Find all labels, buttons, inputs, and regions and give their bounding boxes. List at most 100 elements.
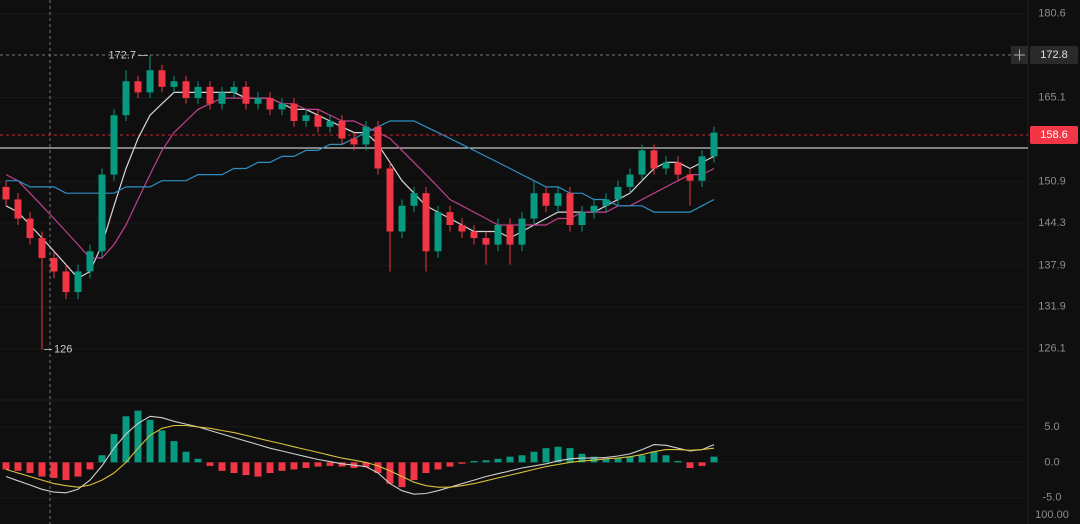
bottom-label: 100.00 [1035, 509, 1069, 521]
macd-histogram-bar [542, 448, 550, 463]
macd-histogram-bar [182, 451, 190, 463]
candle-body [398, 205, 406, 232]
macd-histogram-bar [398, 462, 406, 488]
macd-histogram-bar [638, 455, 646, 463]
candle-body [170, 81, 178, 87]
macd-histogram-bar [686, 462, 694, 469]
macd-histogram-bar [146, 419, 154, 463]
candle-body [74, 271, 82, 293]
candle-body [602, 199, 610, 206]
candle-body [482, 238, 490, 245]
candle-body [626, 174, 634, 187]
candle-body [350, 138, 358, 145]
macd-histogram-bar [530, 451, 538, 463]
candle-body [254, 98, 262, 104]
macd-histogram-bar [254, 462, 262, 477]
candle-body [26, 218, 34, 239]
moving-average [6, 120, 715, 213]
macd-histogram-bar [434, 462, 442, 470]
macd-histogram-bar [86, 462, 94, 470]
macd-histogram-bar [482, 460, 490, 463]
macd-histogram-bar [698, 462, 706, 466]
candle-body [302, 115, 310, 121]
macd-histogram-bar [50, 462, 58, 478]
macd-histogram-bar [98, 455, 106, 463]
macd-histogram-bar [14, 462, 22, 471]
candle-body [218, 92, 226, 104]
candle-body [38, 238, 46, 258]
candle-body [662, 162, 670, 169]
candle-body [362, 126, 370, 145]
macd-histogram-bar [410, 462, 418, 481]
candle-body [542, 193, 550, 206]
macd-histogram-bar [374, 462, 382, 473]
crosshair-price-box [1030, 46, 1078, 65]
max-marker-label: 172.7 [108, 49, 136, 61]
macd-histogram-bar [494, 458, 502, 463]
candle-body [122, 81, 130, 116]
candle-body [710, 132, 718, 157]
candle-body [638, 150, 646, 175]
macd-histogram-bar [662, 455, 670, 463]
candle-body [314, 115, 322, 127]
candle-body [2, 186, 10, 200]
signal-line [5, 424, 715, 488]
macd-histogram-bar [590, 456, 598, 463]
macd-histogram-bar [602, 458, 610, 463]
macd-histogram-bar [134, 410, 142, 463]
macd-histogram-bar [446, 462, 454, 467]
macd-histogram-bar [26, 462, 34, 473]
macd-line [5, 415, 715, 495]
macd-histogram-bar [314, 462, 322, 467]
candle-body [422, 193, 430, 252]
macd-histogram-bar [74, 462, 82, 477]
y-tick-label: 165.1 [1038, 91, 1066, 103]
macd-histogram-bar [242, 462, 250, 476]
macd-histogram-bar [194, 458, 202, 463]
candle-body [98, 174, 106, 252]
y-tick-label: 150.9 [1038, 175, 1066, 187]
candle-body [518, 218, 526, 245]
min-marker-label: 126 [54, 343, 72, 355]
macd-histogram-bar [458, 462, 466, 464]
candle-body [338, 120, 346, 139]
candle-body [434, 212, 442, 252]
y-tick-label: 137.9 [1038, 259, 1066, 271]
candle-body [614, 186, 622, 200]
macd-histogram-bar [506, 456, 514, 463]
macd-histogram-bar [326, 462, 334, 466]
macd-histogram-bar [386, 462, 394, 484]
macd-histogram-bar [2, 462, 10, 470]
macd-histogram-bar [614, 458, 622, 463]
candle-body [686, 174, 694, 181]
y-tick-label: 180.6 [1038, 8, 1066, 20]
y-tick-label: -5.0 [1043, 492, 1062, 504]
crosshair-price-label: 172.8 [1040, 49, 1068, 61]
candle-body [182, 81, 190, 99]
last-price-label: 158.6 [1040, 129, 1068, 141]
candle-body [674, 162, 682, 175]
candle-body [470, 231, 478, 239]
candle-body [206, 86, 214, 104]
macd-histogram-bar [422, 462, 430, 473]
macd-histogram-bar [626, 456, 634, 463]
macd-histogram-bar [218, 462, 226, 471]
candle-body [290, 103, 298, 121]
candle-body [650, 150, 658, 169]
candle-body [374, 126, 382, 169]
y-tick-label: 144.3 [1038, 217, 1066, 229]
macd-histogram-bar [62, 462, 70, 481]
candle-body [278, 103, 286, 110]
candle-body [146, 70, 154, 93]
last-price-box [1030, 125, 1078, 144]
macd-histogram-bar [38, 462, 46, 477]
macd-histogram-bar [674, 460, 682, 463]
candle-body [242, 86, 250, 104]
candle-body [590, 205, 598, 213]
candle-body [446, 212, 454, 226]
macd-histogram-bar [266, 462, 274, 473]
candle-body [134, 81, 142, 93]
candle-body [230, 86, 238, 93]
candle-body [386, 168, 394, 232]
